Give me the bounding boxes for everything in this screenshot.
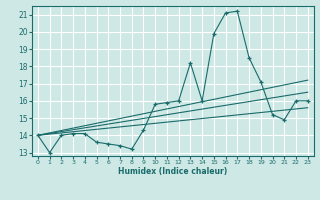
X-axis label: Humidex (Indice chaleur): Humidex (Indice chaleur) — [118, 167, 228, 176]
